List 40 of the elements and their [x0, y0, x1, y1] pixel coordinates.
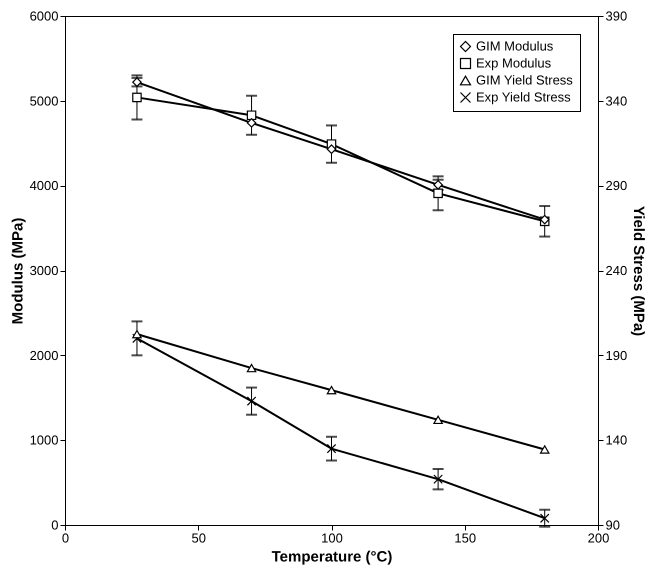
y2-tick-label: 290 [606, 178, 628, 194]
x-tick-label: 50 [192, 530, 206, 546]
y2-tick-label: 240 [606, 263, 628, 278]
y-axis-title: Modulus (MPa) [10, 218, 27, 324]
x-tick-label: 150 [454, 530, 476, 546]
legend-label: Exp Yield Stress [476, 90, 572, 104]
point [246, 364, 256, 372]
point [132, 330, 142, 338]
y-tick-label: 3000 [30, 263, 58, 278]
point [326, 444, 336, 454]
legend-label: GIM Yield Stress [476, 72, 574, 88]
y2-tick-label: 140 [606, 432, 628, 448]
point [433, 474, 443, 484]
y-tick-label: 1000 [30, 432, 58, 448]
y-tick-label: 6000 [30, 8, 58, 24]
point [433, 188, 443, 198]
point [326, 386, 336, 394]
legend-label: GIM Modulus [476, 38, 554, 54]
legend-label: Exp Modulus [476, 56, 552, 70]
y2-tick-label: 340 [606, 93, 628, 108]
point [246, 118, 256, 128]
y-tick-label: 2000 [30, 348, 58, 363]
y-tick-label: 4000 [30, 178, 58, 194]
point [246, 110, 256, 120]
point [540, 513, 550, 523]
point [246, 396, 256, 406]
point [540, 445, 550, 454]
point [433, 416, 443, 424]
point [326, 144, 336, 154]
x-tick-label: 200 [588, 530, 610, 546]
y2-tick-label: 190 [606, 348, 628, 363]
y-tick-label: 5000 [30, 93, 58, 108]
x-tick-label: 0 [62, 530, 70, 546]
y2-tick-label: 390 [606, 8, 628, 24]
y-tick-label: 0 [51, 518, 58, 532]
x-tick-label: 100 [321, 530, 343, 546]
x-axis-title: Temperature (°C) [272, 548, 392, 566]
y2-tick-label: 90 [606, 518, 620, 532]
point [132, 92, 142, 102]
y2-axis-title: Yield Stress (MPa) [630, 206, 648, 336]
